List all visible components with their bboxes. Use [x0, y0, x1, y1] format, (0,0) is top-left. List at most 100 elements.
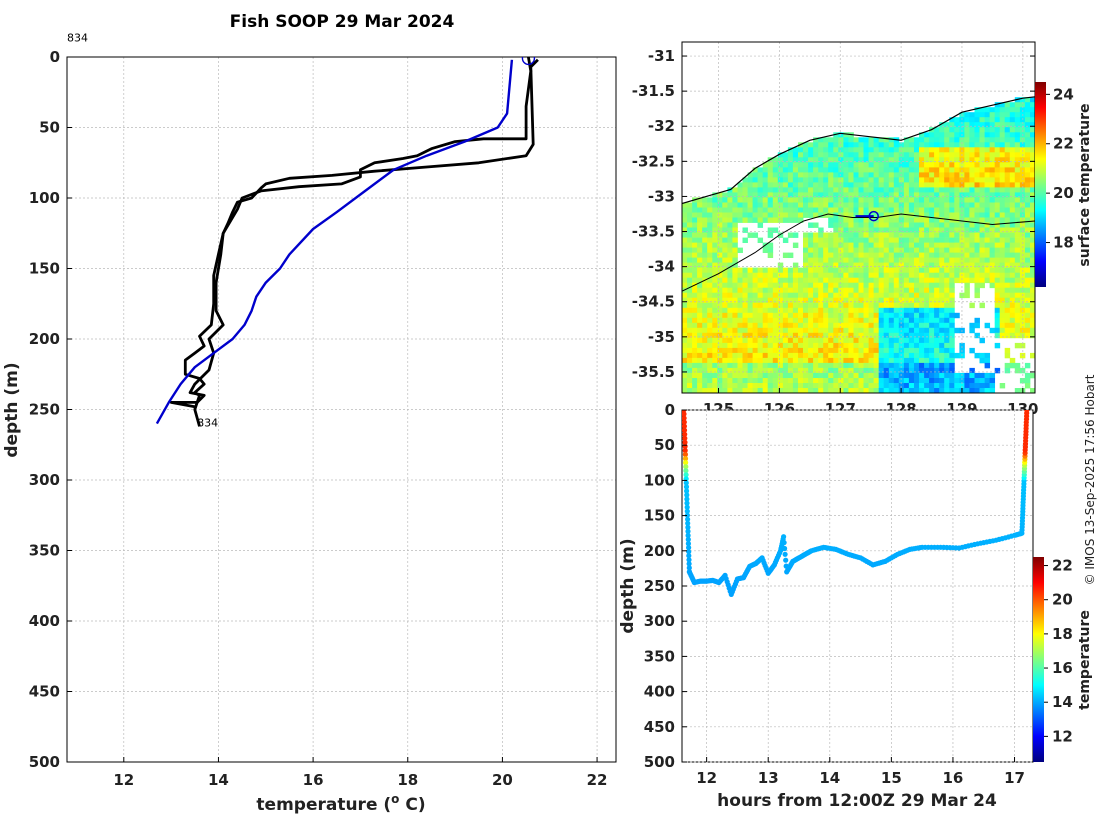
sst-cell [833, 222, 839, 228]
sst-cell [994, 257, 1001, 264]
sst-cell [752, 347, 759, 354]
sst-cell [989, 147, 996, 153]
sst-cell [853, 327, 859, 334]
sst-cell [903, 202, 910, 208]
sst-cell [979, 232, 985, 238]
sst-cell [808, 342, 814, 349]
sst-cell [924, 322, 930, 329]
sst-cell [853, 367, 859, 374]
sst-cell [1004, 147, 1011, 153]
sst-cell [722, 237, 728, 244]
sst-cell [823, 287, 829, 294]
sst-cell [848, 307, 854, 314]
sst-cell [979, 337, 985, 344]
sst-cell [929, 302, 935, 309]
sst-cell [888, 257, 895, 264]
sst-cell [1030, 327, 1035, 334]
sst-cell [762, 187, 769, 193]
sst-cell [1014, 192, 1021, 198]
sst-cell [782, 167, 789, 173]
sst-cell [979, 277, 985, 284]
sst-cell [964, 378, 970, 384]
sst-cell [898, 162, 905, 168]
sst-cell [974, 257, 980, 264]
timeseries-point [684, 488, 690, 494]
sst-cell [1009, 132, 1016, 138]
sst-cell [1009, 327, 1016, 334]
sst-cell [702, 242, 708, 249]
sst-cell [893, 182, 900, 188]
sst-cell [1019, 127, 1026, 133]
sst-cell [823, 157, 829, 163]
sst-cell [989, 162, 996, 168]
sst-cell [808, 337, 814, 344]
sst-cell [833, 177, 839, 183]
sst-cell [798, 302, 804, 309]
sst-cell [984, 172, 991, 178]
sst-cell [762, 192, 769, 198]
sst-cell [803, 352, 809, 359]
profile-y-tick-label: 250 [29, 401, 60, 419]
sst-cell [964, 287, 970, 294]
sst-cell [939, 327, 945, 334]
sst-cell [757, 317, 764, 324]
sst-cell [974, 262, 980, 269]
sst-cell [873, 197, 880, 203]
sst-cell [1014, 367, 1021, 374]
sst-cell [873, 277, 880, 284]
sst-cell [964, 207, 970, 213]
sst-cell [898, 237, 905, 244]
sst-cell [883, 157, 890, 163]
sst-cell [1009, 187, 1016, 193]
sst-cell [908, 217, 915, 223]
sst-cell [1009, 252, 1016, 259]
sst-cell [702, 388, 708, 393]
sst-cell [1030, 212, 1035, 218]
sst-cell [692, 202, 698, 208]
sst-cell [792, 342, 799, 349]
sst-cell [838, 197, 844, 203]
sst-cell [888, 167, 895, 173]
sst-cell [934, 292, 940, 299]
sst-cell [863, 182, 869, 188]
sst-cell [873, 232, 880, 238]
profile-series-line-2 [155, 59, 514, 425]
sst-cell [707, 372, 713, 379]
sst-cell [737, 322, 743, 329]
sst-cell [989, 247, 996, 254]
sst-cell [919, 282, 925, 289]
sst-cell [1030, 177, 1035, 183]
sst-cell [903, 232, 910, 238]
sst-cell [782, 172, 789, 178]
sst-cell [919, 372, 925, 379]
sst-cell [833, 322, 839, 329]
sst-cell [838, 357, 844, 364]
sst-cell [843, 162, 849, 168]
timeseries-x-label: hours from 12:00Z 29 Mar 24 [717, 791, 997, 811]
sst-cell [848, 292, 854, 299]
sst-cell [999, 252, 1006, 259]
sst-cell [803, 327, 809, 334]
sst-cell [853, 307, 859, 314]
sst-cell [853, 222, 859, 228]
sst-cell [742, 357, 748, 364]
sst-cell [873, 142, 880, 148]
sst-cell [782, 357, 789, 364]
sst-cell [798, 282, 804, 289]
sst-cell [782, 197, 789, 203]
sst-cell [747, 342, 754, 349]
sst-cell [777, 282, 784, 289]
sst-heatmap [682, 97, 1035, 393]
sst-cell [1024, 252, 1031, 259]
sst-cell [863, 157, 869, 163]
sst-cell [757, 312, 764, 319]
sst-cell [863, 152, 869, 158]
sst-cell [934, 272, 940, 279]
sst-cell [893, 207, 900, 213]
sst-cell [1014, 117, 1021, 123]
sst-cell [969, 383, 975, 389]
sst-cell [777, 292, 784, 299]
sst-cell [717, 388, 723, 393]
sst-cell [792, 232, 799, 238]
sst-cell [762, 332, 769, 339]
